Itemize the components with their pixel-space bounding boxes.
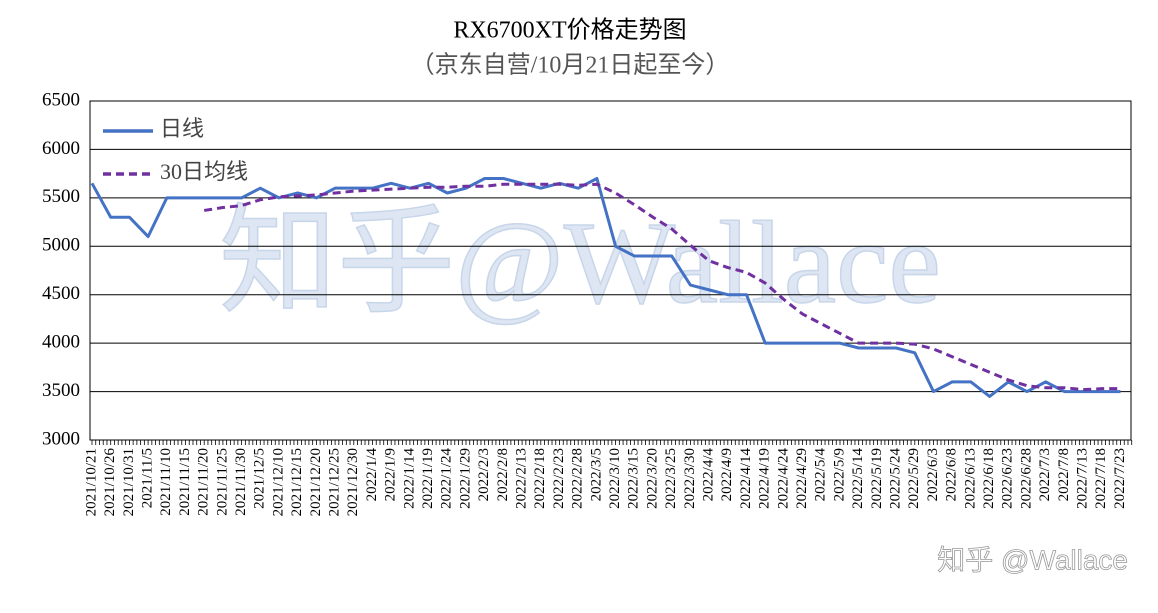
x-tick-label: 2022/3/20 [644, 448, 660, 509]
x-tick-label: 2021/11/10 [158, 448, 174, 516]
legend-label: 日线 [160, 116, 204, 141]
x-tick-label: 2021/11/25 [214, 448, 230, 516]
x-tick-label: 2022/4/14 [738, 448, 754, 509]
x-tick-label: 2022/6/18 [981, 448, 997, 509]
corner-watermark: 知乎 @Wallace [937, 544, 1128, 575]
x-tick-label: 2021/10/26 [102, 448, 118, 517]
legend-label: 30日均线 [160, 159, 248, 184]
x-tick-label: 2022/6/23 [1000, 448, 1016, 509]
x-tick-label: 2022/1/4 [364, 448, 380, 502]
x-tick-label: 2022/5/24 [888, 448, 904, 509]
x-tick-label: 2022/3/5 [588, 448, 604, 501]
x-tick-label: 2022/6/8 [944, 448, 960, 501]
x-tick-label: 2021/12/10 [270, 448, 286, 516]
y-tick-label: 4500 [42, 283, 80, 304]
x-tick-label: 2022/7/13 [1075, 448, 1091, 509]
x-tick-label: 2022/1/19 [420, 448, 436, 509]
x-tick-label: 2022/6/3 [925, 448, 941, 501]
x-tick-label: 2021/11/5 [140, 448, 156, 508]
x-tick-label: 2022/5/29 [906, 448, 922, 509]
x-tick-label: 2022/1/29 [457, 448, 473, 509]
y-tick-label: 4000 [42, 332, 80, 353]
x-tick-label: 2022/1/9 [383, 448, 399, 501]
x-tick-label: 2022/1/24 [439, 448, 455, 509]
y-tick-label: 5000 [42, 235, 80, 256]
x-tick-label: 2021/12/20 [308, 448, 324, 516]
x-tick-label: 2021/11/20 [196, 448, 212, 516]
chart-title: RX6700XT价格走势图 [453, 17, 686, 44]
y-tick-label: 3000 [42, 428, 80, 449]
chart-subtitle: （京东自营/10月21日起至今） [411, 52, 730, 79]
x-tick-label: 2021/10/31 [121, 448, 137, 516]
x-tick-label: 2021/10/21 [83, 448, 99, 516]
x-tick-label: 2022/5/19 [869, 448, 885, 509]
x-tick-label: 2022/2/8 [495, 448, 511, 501]
x-tick-label: 2022/5/4 [813, 448, 829, 502]
x-tick-label: 2022/7/18 [1093, 448, 1109, 509]
x-tick-label: 2021/11/30 [233, 448, 249, 516]
x-tick-label: 2022/2/23 [551, 448, 567, 509]
x-tick-label: 2022/4/29 [794, 448, 810, 509]
y-tick-label: 5500 [42, 186, 80, 207]
x-tick-label: 2021/12/30 [345, 448, 361, 516]
x-tick-label: 2022/4/19 [757, 448, 773, 509]
x-tick-label: 2021/12/5 [252, 448, 268, 509]
x-tick-label: 2022/6/28 [1018, 448, 1034, 509]
x-tick-label: 2022/2/18 [532, 448, 548, 509]
x-tick-label: 2022/4/4 [701, 448, 717, 502]
y-tick-label: 3500 [42, 380, 80, 401]
x-tick-label: 2022/5/9 [831, 448, 847, 501]
x-tick-label: 2022/3/25 [663, 448, 679, 509]
x-tick-label: 2022/3/10 [607, 448, 623, 509]
x-tick-label: 2022/5/14 [850, 448, 866, 509]
x-tick-label: 2022/4/9 [719, 448, 735, 501]
x-tick-label: 2022/7/3 [1037, 448, 1053, 501]
y-tick-label: 6500 [42, 89, 80, 110]
x-tick-label: 2022/2/13 [514, 448, 530, 509]
x-tick-label: 2022/1/14 [401, 448, 417, 509]
x-tick-label: 2022/7/23 [1112, 448, 1128, 509]
x-tick-label: 2021/12/15 [289, 448, 305, 516]
x-tick-label: 2022/4/24 [775, 448, 791, 509]
y-tick-label: 6000 [42, 138, 80, 159]
plot-frame [89, 100, 1132, 441]
watermark: 知乎@Wallace [219, 197, 941, 328]
x-tick-label: 2022/2/3 [476, 448, 492, 501]
series-line [203, 182, 1121, 392]
x-tick-label: 2021/12/25 [327, 448, 343, 516]
x-tick-label: 2022/7/8 [1056, 448, 1072, 501]
series-line [90, 176, 1121, 398]
x-tick-label: 2021/11/15 [177, 448, 193, 516]
x-tick-label: 2022/3/15 [626, 448, 642, 509]
x-tick-label: 2022/2/28 [570, 448, 586, 509]
x-tick-label: 2022/6/13 [962, 448, 978, 509]
x-tick-label: 2022/3/30 [682, 448, 698, 509]
